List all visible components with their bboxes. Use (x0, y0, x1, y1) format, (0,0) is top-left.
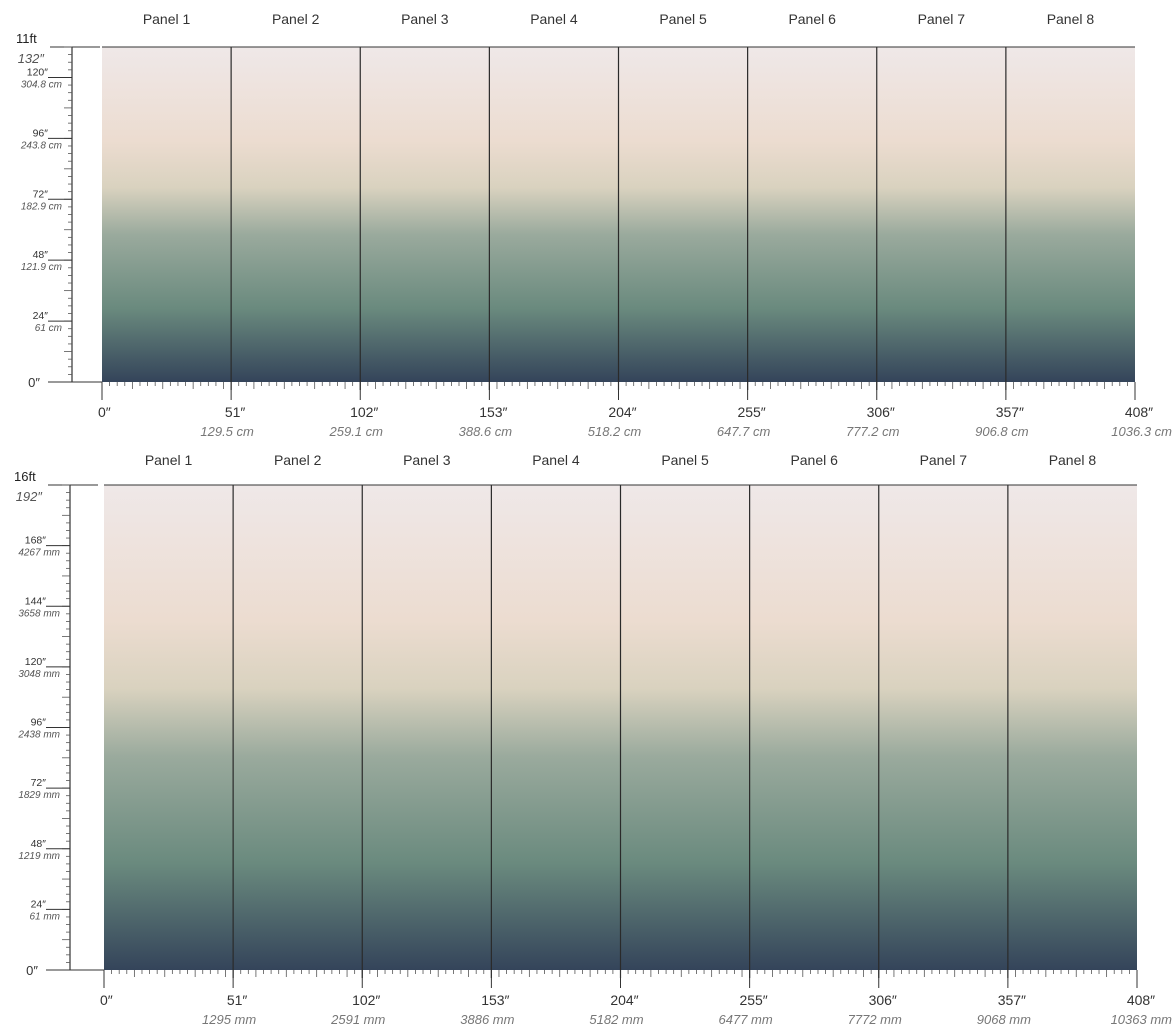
panel-label: Panel 7 (920, 452, 968, 468)
panel-label: Panel 6 (788, 11, 836, 27)
vertical-metric-label: 304.8 cm (21, 79, 62, 90)
panel-label: Panel 2 (272, 11, 320, 27)
panel-label: Panel 6 (790, 452, 838, 468)
horizontal-metric-label: 647.7 cm (717, 424, 771, 439)
horizontal-inch-label: 153″ (479, 404, 507, 420)
panel-label: Panel 3 (403, 452, 451, 468)
vertical-inch-label: 24″ (31, 898, 47, 910)
vertical-metric-label: 1219 mm (18, 851, 60, 862)
panel-label: Panel 7 (918, 11, 966, 27)
vertical-inch-label: 168″ (25, 535, 47, 547)
vertical-inch-label: 144″ (25, 595, 47, 607)
horizontal-inch-label: 102″ (352, 992, 380, 1008)
horizontal-inch-label: 357″ (996, 404, 1024, 420)
vertical-inch-label: 120″ (25, 656, 47, 668)
vertical-inch-label: 120″ (27, 66, 49, 78)
height-inches-label: 192″ (16, 489, 43, 504)
horizontal-metric-label: 6477 mm (719, 1012, 773, 1027)
horizontal-inch-label: 306″ (867, 404, 895, 420)
horizontal-inch-label: 0″ (98, 404, 111, 420)
horizontal-inch-label: 408″ (1127, 992, 1155, 1008)
horizontal-metric-label: 906.8 cm (975, 424, 1029, 439)
horizontal-metric-label: 388.6 cm (459, 424, 513, 439)
horizontal-inch-label: 102″ (350, 404, 378, 420)
horizontal-metric-label: 3886 mm (460, 1012, 514, 1027)
vertical-metric-label: 3048 mm (18, 669, 60, 680)
vertical-inch-label: 72″ (31, 777, 47, 789)
horizontal-inch-label: 204″ (610, 992, 638, 1008)
horizontal-metric-label: 1036.3 cm (1111, 424, 1172, 439)
panel-label: Panel 3 (401, 11, 449, 27)
horizontal-inch-label: 255″ (739, 992, 767, 1008)
vertical-inch-label: 72″ (33, 188, 49, 200)
diagram-11ft: Panel 1 Panel 2 Panel 3 Panel 4 Panel 5 Panel… (16, 11, 1172, 439)
horizontal-metric-label: 9068 mm (977, 1012, 1031, 1027)
panel-label: Panel 4 (532, 452, 580, 468)
panel-label: Panel 1 (143, 11, 191, 27)
horizontal-metric-label: 5182 mm (589, 1012, 643, 1027)
vertical-metric-label: 3658 mm (18, 608, 60, 619)
horizontal-metric-label: 1295 mm (202, 1012, 256, 1027)
panel-label: Panel 5 (661, 452, 709, 468)
vertical-metric-label: 121.9 cm (21, 262, 62, 273)
vertical-metric-label: 4267 mm (18, 548, 60, 559)
vertical-inch-label: 48″ (31, 838, 47, 850)
horizontal-metric-label: 259.1 cm (329, 424, 384, 439)
horizontal-inch-label: 51″ (225, 404, 246, 420)
horizontal-inch-label: 204″ (608, 404, 636, 420)
horizontal-metric-label: 129.5 cm (200, 424, 254, 439)
horizontal-inch-label: 306″ (869, 992, 897, 1008)
horizontal-inch-label: 357″ (998, 992, 1026, 1008)
horizontal-metric-label: 10363 mm (1111, 1012, 1173, 1027)
vertical-metric-label: 61 cm (35, 323, 62, 334)
vertical-metric-label: 243.8 cm (20, 140, 62, 151)
panel-label: Panel 4 (530, 11, 578, 27)
vertical-metric-label: 182.9 cm (21, 201, 62, 212)
height-feet-label: 16ft (14, 469, 36, 484)
panel-label: Panel 8 (1049, 452, 1097, 468)
vertical-metric-label: 2438 mm (17, 730, 60, 741)
horizontal-metric-label: 2591 mm (330, 1012, 385, 1027)
vertical-zero-label: 0″ (26, 963, 38, 978)
vertical-inch-label: 48″ (33, 249, 49, 261)
height-feet-label: 11ft (16, 31, 37, 46)
vertical-metric-label: 61 mm (29, 911, 60, 922)
vertical-zero-label: 0″ (28, 375, 40, 390)
horizontal-inch-label: 0″ (100, 992, 113, 1008)
panel-label: Panel 2 (274, 452, 322, 468)
horizontal-inch-label: 153″ (481, 992, 509, 1008)
vertical-inch-label: 96″ (33, 127, 49, 139)
horizontal-inch-label: 51″ (227, 992, 248, 1008)
vertical-metric-label: 1829 mm (18, 790, 60, 801)
horizontal-inch-label: 408″ (1125, 404, 1153, 420)
vertical-inch-label: 24″ (33, 310, 49, 322)
horizontal-metric-label: 518.2 cm (588, 424, 642, 439)
panel-label: Panel 8 (1047, 11, 1095, 27)
height-inches-label: 132″ (18, 51, 45, 66)
horizontal-metric-label: 7772 mm (848, 1012, 902, 1027)
panel-label: Panel 5 (659, 11, 707, 27)
panel-label: Panel 1 (145, 452, 193, 468)
vertical-inch-label: 96″ (31, 717, 47, 729)
horizontal-metric-label: 777.2 cm (846, 424, 900, 439)
diagram-16ft: Panel 1 Panel 2 Panel 3 Panel 4 Panel 5 Panel… (14, 452, 1172, 1027)
horizontal-inch-label: 255″ (737, 404, 765, 420)
